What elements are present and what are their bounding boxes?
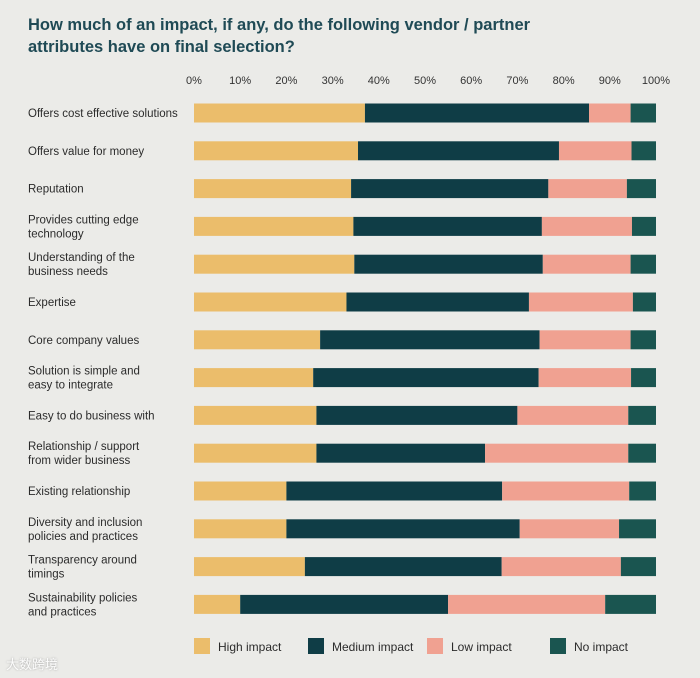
- bar-segment: [631, 216, 656, 236]
- bar-segment: [528, 292, 633, 312]
- x-tick-label: 20%: [275, 75, 297, 87]
- legend-label: High impact: [218, 640, 282, 654]
- legend-swatch: [308, 638, 324, 654]
- bar-segment: [517, 405, 629, 425]
- x-tick-label: 60%: [460, 75, 482, 87]
- bar-segment: [316, 443, 486, 463]
- bar-segment: [589, 103, 631, 123]
- x-tick-label: 40%: [368, 75, 390, 87]
- category-label: Expertise: [28, 297, 76, 309]
- bar-segment: [448, 594, 606, 614]
- category-label: Transparency around: [28, 555, 137, 567]
- bar-segment: [194, 254, 355, 274]
- category-label: Reputation: [28, 184, 84, 196]
- x-tick-label: 90%: [599, 75, 621, 87]
- category-label: Offers value for money: [28, 146, 144, 158]
- category-label: Solution is simple and: [28, 366, 140, 378]
- bar-segment: [316, 405, 518, 425]
- category-label: Existing relationship: [28, 486, 130, 498]
- bar-segment: [502, 481, 630, 501]
- bar-segment: [320, 330, 540, 350]
- bar-segment: [501, 557, 621, 577]
- bar-segment: [548, 179, 627, 199]
- category-label: Easy to do business with: [28, 410, 155, 422]
- bar-segment: [619, 519, 656, 539]
- bar-segment: [626, 179, 656, 199]
- bar-segment: [194, 557, 305, 577]
- bar-segment: [541, 216, 632, 236]
- x-tick-label: 70%: [506, 75, 528, 87]
- category-label: Diversity and inclusion: [28, 517, 142, 529]
- bar-segment: [628, 405, 656, 425]
- bar-segment: [632, 292, 656, 312]
- bar-segment: [240, 594, 449, 614]
- bar-segment: [519, 519, 620, 539]
- bar-segment: [313, 368, 539, 388]
- legend-swatch: [194, 638, 210, 654]
- category-label: Core company values: [28, 335, 139, 347]
- bar-segment: [629, 481, 656, 501]
- bar-segment: [194, 292, 347, 312]
- bar-segment: [194, 405, 317, 425]
- x-tick-label: 10%: [229, 75, 251, 87]
- bar-segment: [539, 330, 631, 350]
- x-tick-label: 0%: [186, 75, 202, 87]
- bar-segment: [630, 103, 656, 123]
- bar-segment: [542, 254, 631, 274]
- category-label: Offers cost effective solutions: [28, 108, 178, 120]
- bar-segment: [630, 254, 656, 274]
- bar-segment: [485, 443, 629, 463]
- bar-segment: [354, 254, 543, 274]
- bar-segment: [346, 292, 529, 312]
- bar-segment: [628, 443, 656, 463]
- bar-segment: [538, 368, 632, 388]
- bar-segment: [605, 594, 656, 614]
- category-label: business needs: [28, 266, 108, 278]
- bar-segment: [558, 141, 632, 161]
- category-label: Sustainability policies: [28, 592, 138, 604]
- legend-label: No impact: [574, 640, 629, 654]
- category-label: and practices: [28, 606, 97, 618]
- category-label: from wider business: [28, 455, 131, 467]
- category-label: technology: [28, 228, 84, 240]
- bar-segment: [351, 179, 549, 199]
- bar-segment: [194, 179, 352, 199]
- bar-segment: [194, 368, 314, 388]
- category-label: Provides cutting edge: [28, 214, 139, 226]
- bar-segment: [620, 557, 656, 577]
- bar-segment: [353, 216, 542, 236]
- x-tick-label: 50%: [414, 75, 436, 87]
- x-tick-label: 100%: [642, 75, 670, 87]
- bar-segment: [358, 141, 559, 161]
- category-label: easy to integrate: [28, 380, 113, 392]
- x-tick-label: 30%: [322, 75, 344, 87]
- bar-segment: [194, 103, 365, 123]
- bar-segment: [304, 557, 502, 577]
- bar-segment: [630, 330, 656, 350]
- bar-segment: [631, 141, 656, 161]
- bar-segment: [194, 519, 287, 539]
- category-label: Relationship / support: [28, 441, 140, 453]
- bar-segment: [194, 481, 287, 501]
- watermark-text: 大数跨境: [6, 657, 59, 672]
- bar-segment: [286, 481, 503, 501]
- x-tick-label: 80%: [553, 75, 575, 87]
- bar-segment: [194, 141, 359, 161]
- bar-segment: [194, 443, 317, 463]
- legend-label: Medium impact: [332, 640, 414, 654]
- legend-swatch: [427, 638, 443, 654]
- category-label: timings: [28, 569, 65, 581]
- bar-segment: [194, 216, 354, 236]
- legend-swatch: [550, 638, 566, 654]
- bar-segment: [631, 368, 656, 388]
- bar-segment: [364, 103, 590, 123]
- bar-segment: [286, 519, 520, 539]
- bar-segment: [194, 594, 241, 614]
- legend-label: Low impact: [451, 640, 512, 654]
- category-label: policies and practices: [28, 531, 138, 543]
- category-label: Understanding of the: [28, 252, 135, 264]
- chart-title: How much of an impact, if any, do the fo…: [28, 16, 531, 56]
- bar-segment: [194, 330, 321, 350]
